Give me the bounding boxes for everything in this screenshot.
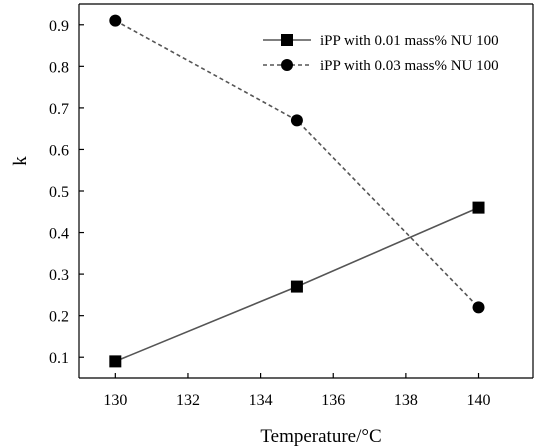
legend-marker: [281, 59, 293, 71]
x-tick-label: 130: [103, 392, 127, 409]
data-point: [290, 280, 303, 293]
series-line: [114, 19, 480, 308]
x-tick-label: 132: [176, 392, 200, 409]
series-2: [109, 14, 485, 314]
data-point: [290, 114, 303, 127]
y-tick-label: 0.1: [49, 350, 69, 367]
y-tick-label: 0.5: [49, 184, 69, 201]
data-point: [109, 14, 122, 27]
y-tick-label: 0.9: [49, 18, 69, 35]
legend-label: iPP with 0.03 mass% NU 100: [320, 58, 499, 74]
y-tick-label: 0.6: [49, 142, 69, 159]
y-tick-label: 0.4: [49, 226, 69, 243]
data-point: [109, 355, 122, 368]
y-axis-title: k: [10, 156, 31, 166]
series-1: [109, 201, 485, 368]
legend-marker: [281, 34, 293, 46]
data-point: [472, 201, 485, 214]
y-tick-label: 0.3: [49, 267, 69, 284]
x-tick-label: 134: [249, 392, 273, 409]
legend: iPP with 0.01 mass% NU 100 iPP with 0.03 …: [263, 33, 499, 74]
legend-entry-1: iPP with 0.01 mass% NU 100: [263, 33, 499, 49]
y-tick-label: 0.2: [49, 309, 69, 326]
y-tick-label: 0.7: [49, 101, 69, 118]
x-tick-label: 136: [321, 392, 345, 409]
y-tick-label: 0.8: [49, 59, 69, 76]
legend-entry-2: iPP with 0.03 mass% NU 100: [263, 58, 499, 74]
x-axis-title: Temperature/°C: [260, 426, 381, 446]
legend-label: iPP with 0.01 mass% NU 100: [320, 33, 499, 49]
x-tick-label: 140: [467, 392, 491, 409]
x-tick-label: 138: [394, 392, 418, 409]
series-layer: [109, 14, 485, 368]
axes: 130 132 134 136 138 140 0.1 0.2 0.3 0.4 0.5 0.6 0.7 0…: [49, 3, 534, 409]
data-point: [472, 301, 485, 314]
